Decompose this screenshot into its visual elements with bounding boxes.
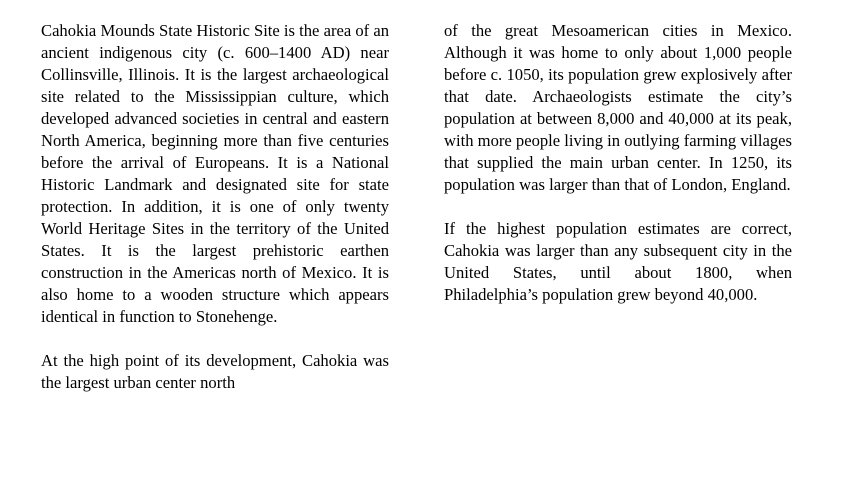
text-column-right: of the great Mesoamerican cities in Mexi…: [444, 20, 792, 328]
paragraph-population: of the great Mesoamerican cities in Mexi…: [444, 21, 792, 194]
paragraph-estimates: If the highest population estimates are …: [444, 219, 792, 304]
paragraph-high-point: At the high point of its development, Ca…: [41, 351, 389, 392]
paragraph-cahokia-intro: Cahokia Mounds State Historic Site is th…: [41, 21, 389, 326]
text-column-left: Cahokia Mounds State Historic Site is th…: [41, 20, 389, 394]
